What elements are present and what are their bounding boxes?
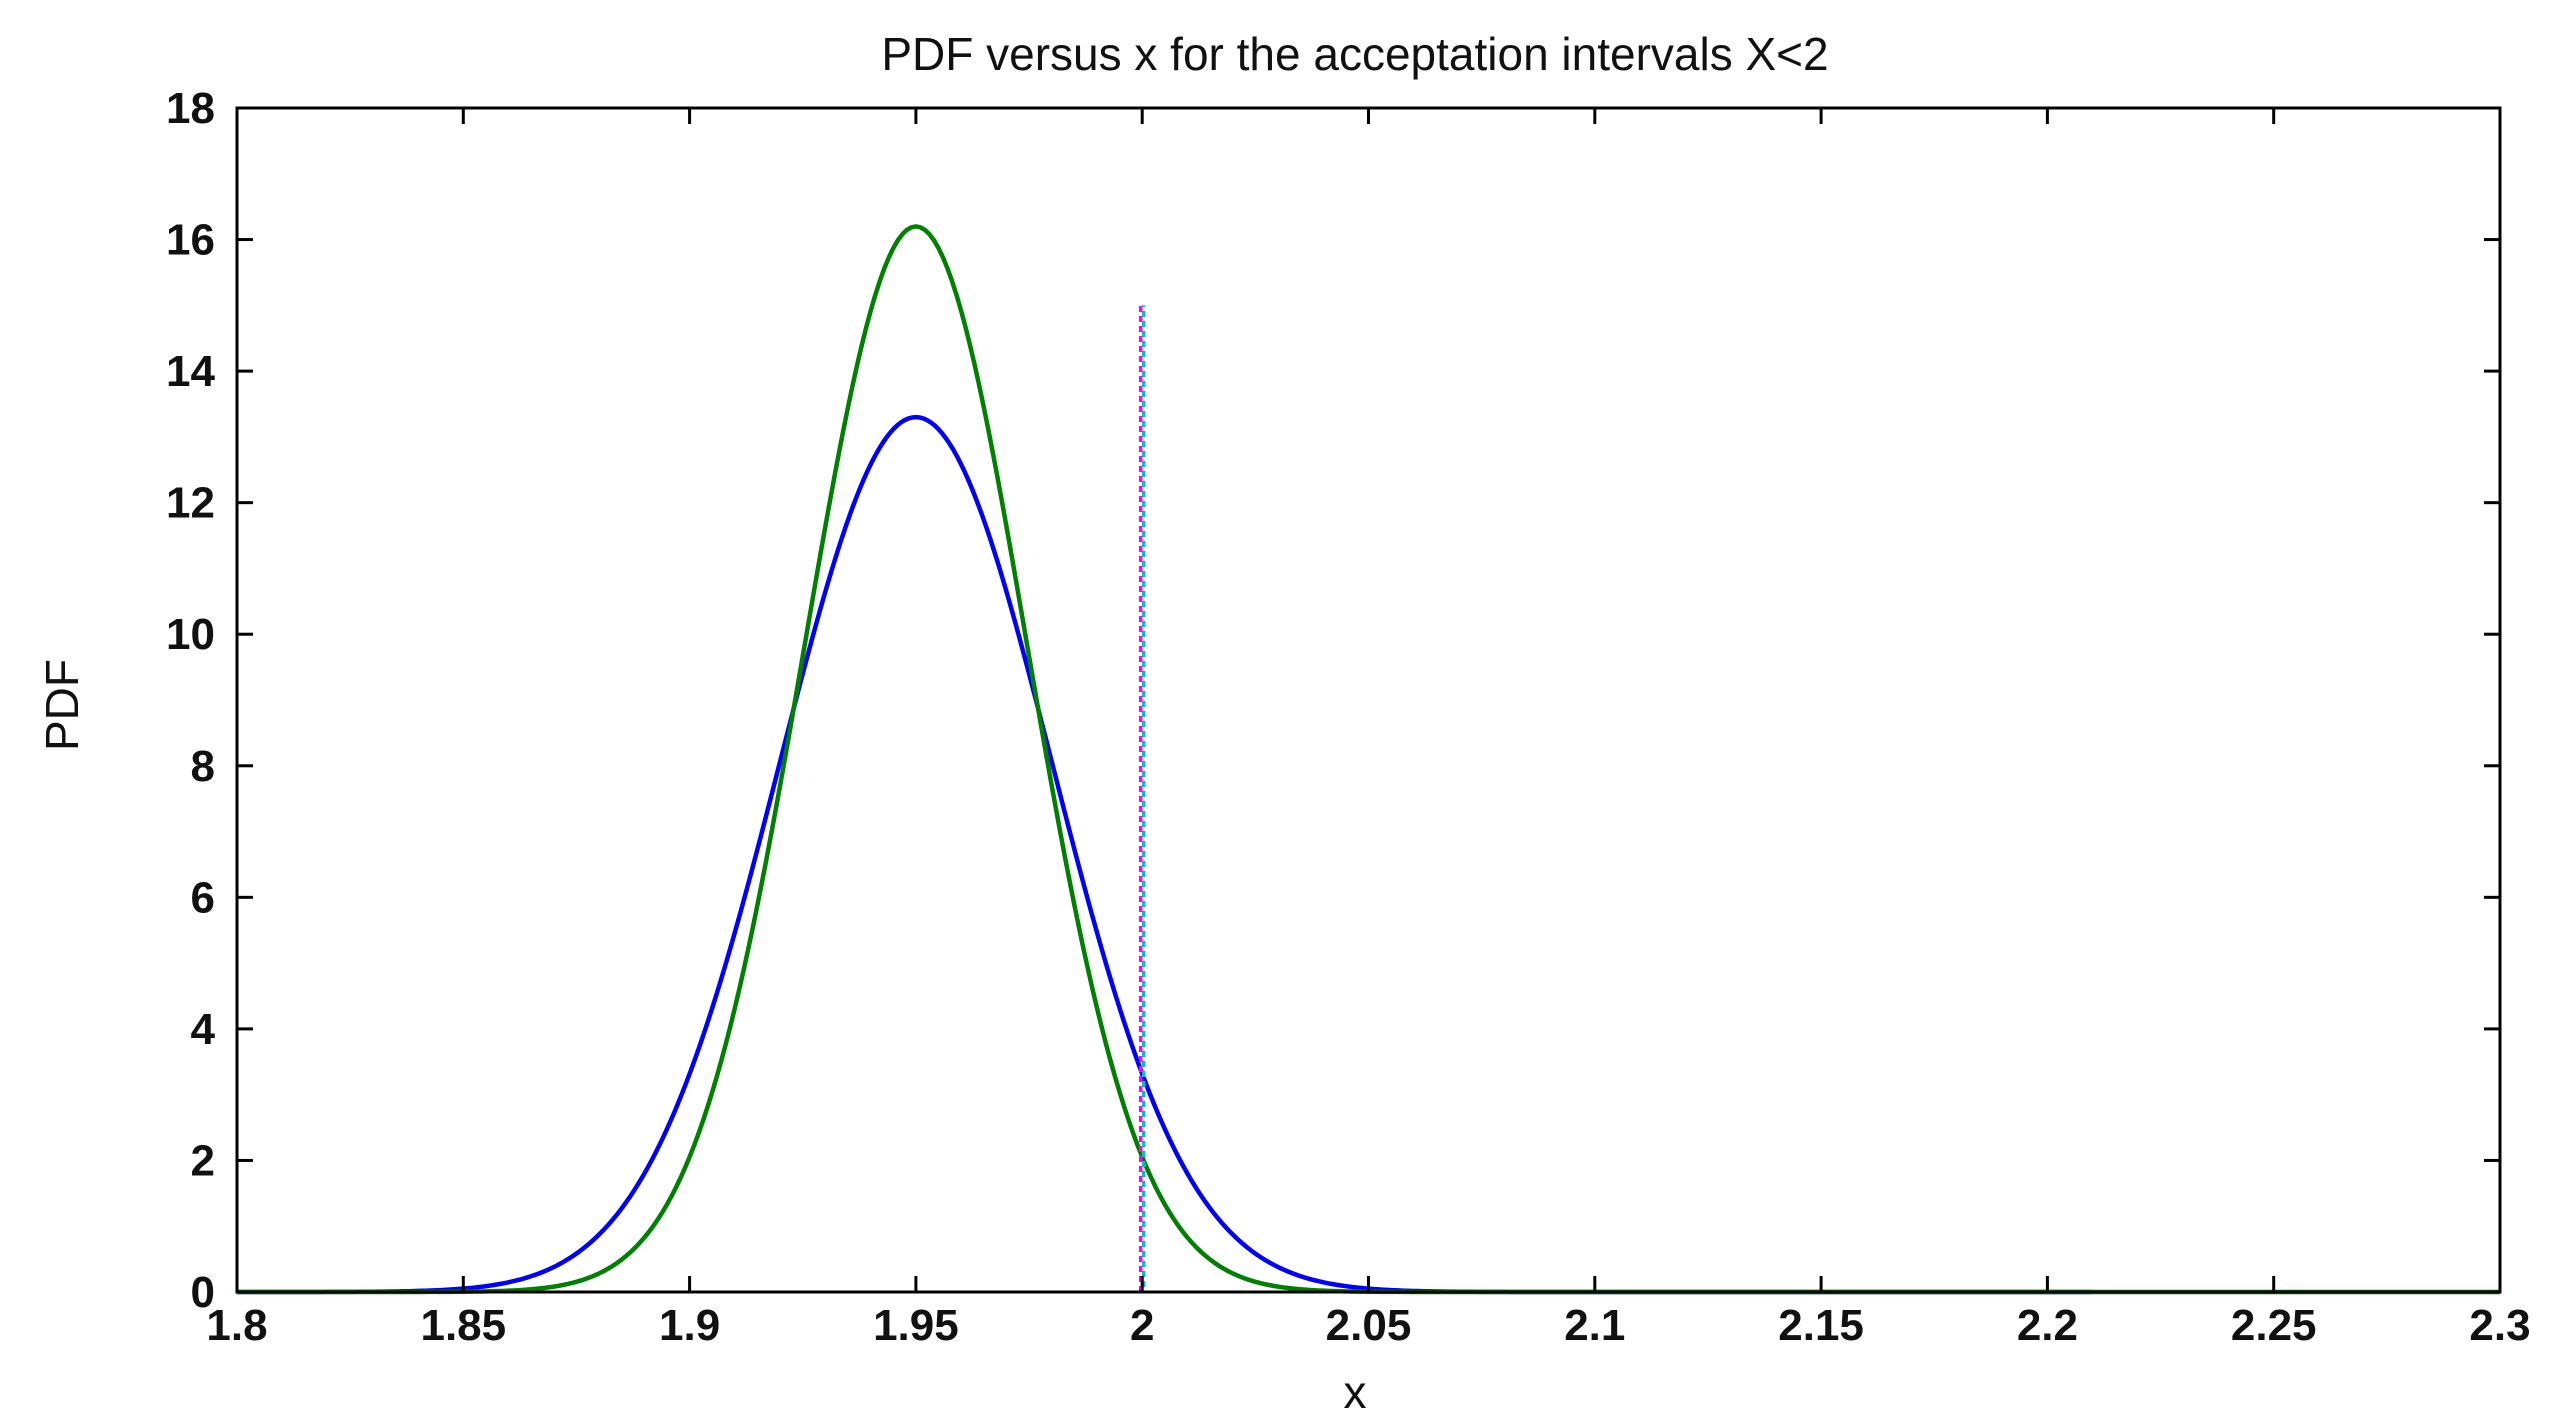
x-tick-label: 1.95: [873, 1301, 959, 1350]
x-tick-label: 1.8: [206, 1301, 267, 1350]
y-tick-label: 14: [166, 347, 215, 396]
y-tick-label: 4: [191, 1005, 216, 1054]
x-tick-label: 2.2: [2017, 1301, 2078, 1350]
x-tick-label: 2.3: [2469, 1301, 2530, 1350]
y-tick-label: 18: [166, 84, 215, 133]
chart-title: PDF versus x for the acceptation interva…: [881, 28, 1828, 80]
x-tick-label: 1.9: [659, 1301, 720, 1350]
axes: [235, 106, 2502, 1294]
x-tick-label: 2: [1130, 1301, 1154, 1350]
y-tick-label: 8: [191, 742, 215, 791]
y-tick-label: 16: [166, 216, 215, 265]
y-tick-label: 0: [191, 1268, 215, 1317]
x-tick-label: 2.25: [2231, 1301, 2317, 1350]
y-axis-label: PDF: [36, 659, 88, 751]
y-tick-labels: 0 2 4 6 8 10 12 14 16 18: [166, 84, 215, 1317]
x-tick-labels: 1.8 1.85 1.9 1.95 2 2.05 2.1 2.15 2.2 2.25 2.3: [206, 1301, 2530, 1350]
x-axis-label: x: [1344, 1366, 1367, 1418]
y-tick-label: 12: [166, 479, 215, 528]
y-tick-label: 2: [191, 1136, 215, 1185]
x-tick-label: 1.85: [420, 1301, 506, 1350]
x-tick-label: 2.1: [1564, 1301, 1625, 1350]
x-tick-label: 2.15: [1778, 1301, 1864, 1350]
y-tick-label: 10: [166, 610, 215, 659]
y-tick-label: 6: [191, 873, 215, 922]
x-tick-label: 2.05: [1326, 1301, 1412, 1350]
